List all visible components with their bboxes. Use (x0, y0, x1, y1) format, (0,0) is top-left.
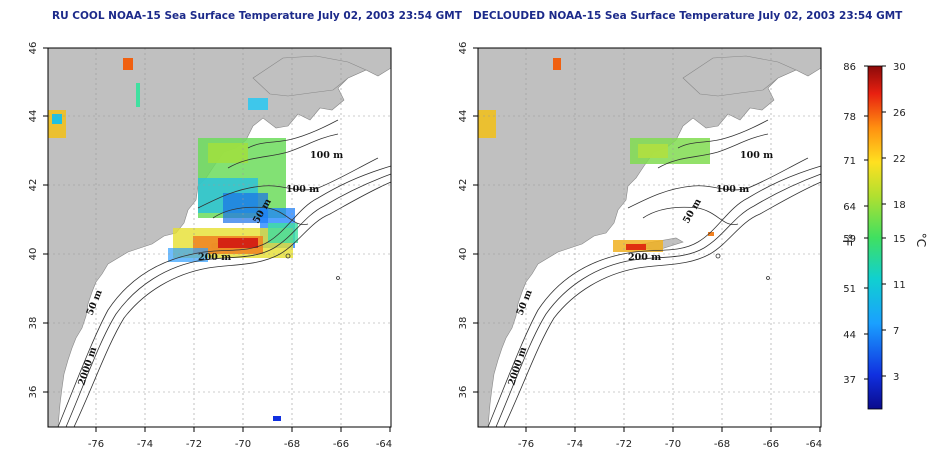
right-y-axis: 46 44 42 40 38 36 (458, 42, 478, 399)
x-tick-label: -68 (714, 439, 730, 450)
y-tick-label: 46 (458, 42, 469, 55)
colorbar-c-tick: 7 (893, 326, 899, 337)
title-right: DECLOUDED NOAA-15 Sea Surface Temperatur… (473, 10, 903, 22)
colorbar-f-tick: 59 (843, 234, 856, 245)
y-tick-label: 44 (458, 110, 469, 123)
x-tick-label: -74 (567, 439, 583, 450)
right-grid (478, 48, 821, 427)
x-tick-label: -72 (186, 439, 202, 450)
right-sst-overlay (478, 58, 714, 252)
y-tick-label: 40 (28, 248, 39, 261)
colorbar-c-tick: 11 (893, 280, 906, 291)
y-tick-label: 42 (28, 179, 39, 192)
contour-label: 100 m (310, 150, 343, 161)
colorbar-c-tick: 18 (893, 200, 906, 211)
colorbar-f-tick: 86 (843, 62, 856, 73)
contour-label: 100 m (740, 150, 773, 161)
x-tick-label: -72 (616, 439, 632, 450)
colorbar-f-tick: 51 (843, 284, 856, 295)
x-tick-label: -64 (376, 439, 392, 450)
x-tick-label: -76 (88, 439, 104, 450)
colorbar-f-tick: 37 (843, 375, 856, 386)
y-tick-label: 46 (28, 42, 39, 55)
y-tick-label: 44 (28, 110, 39, 123)
left-x-axis: -76 -74 -72 -70 -68 -66 -64 (88, 427, 392, 450)
colorbar: 86 78 71 64 59 51 44 37 30 26 22 18 15 1… (840, 62, 928, 410)
y-tick-label: 38 (28, 317, 39, 330)
x-tick-label: -68 (284, 439, 300, 450)
colorbar-unit-c: °C (914, 233, 928, 247)
x-tick-label: -64 (806, 439, 822, 450)
colorbar-c-tick: 3 (893, 372, 899, 383)
y-tick-label: 40 (458, 248, 469, 261)
contour-label: 100 m (286, 184, 319, 195)
colorbar-gradient (867, 65, 883, 410)
x-tick-label: -70 (665, 439, 681, 450)
x-tick-label: -66 (333, 439, 349, 450)
colorbar-c-tick: 22 (893, 154, 906, 165)
y-tick-label: 36 (28, 386, 39, 399)
left-map: 100 m 100 m 50 m 200 m 50 m 2000 m -76 -… (28, 42, 392, 450)
colorbar-c-tick: 26 (893, 108, 906, 119)
x-tick-label: -70 (235, 439, 251, 450)
right-map: 100 m 100 m 50 m 200 m 50 m 2000 m -76 -… (458, 42, 822, 450)
colorbar-c-tick: 30 (893, 62, 906, 73)
colorbar-f-tick: 78 (843, 112, 856, 123)
colorbar-f-tick: 44 (843, 330, 856, 341)
x-tick-label: -74 (137, 439, 153, 450)
contour-label: 200 m (198, 252, 231, 263)
y-tick-label: 38 (458, 317, 469, 330)
contour-label: 100 m (716, 184, 749, 195)
left-sst-overlay (48, 58, 298, 421)
colorbar-f-tick: 64 (843, 202, 856, 213)
x-tick-label: -66 (763, 439, 779, 450)
colorbar-unit-f: °F (840, 234, 854, 247)
colorbar-c-tick: 15 (893, 234, 906, 245)
left-grid (48, 48, 391, 427)
title-left: RU COOL NOAA-15 Sea Surface Temperature … (52, 10, 462, 22)
x-tick-label: -76 (518, 439, 534, 450)
right-x-axis: -76 -74 -72 -70 -68 -66 -64 (518, 427, 822, 450)
contour-label: 200 m (628, 252, 661, 263)
y-tick-label: 42 (458, 179, 469, 192)
colorbar-f-tick: 71 (843, 156, 856, 167)
left-y-axis: 46 44 42 40 38 36 (28, 42, 48, 399)
y-tick-label: 36 (458, 386, 469, 399)
